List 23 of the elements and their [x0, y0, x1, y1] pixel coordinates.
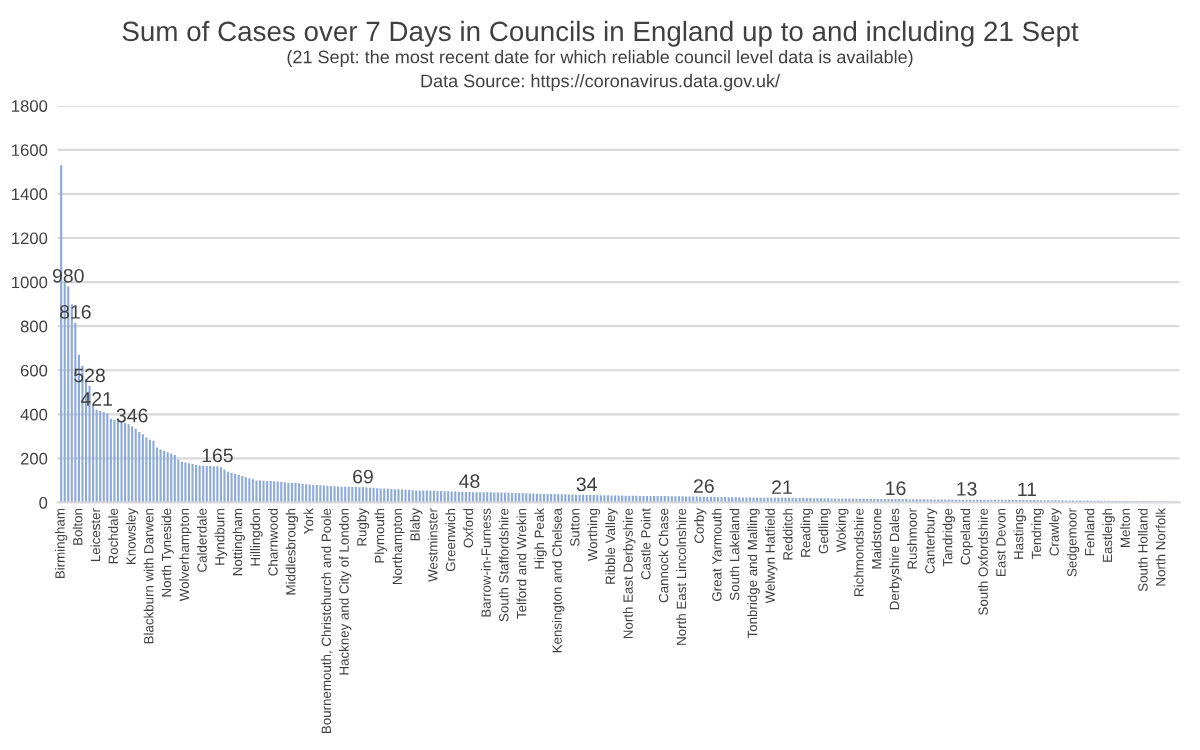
- y-tick-label: 200: [20, 452, 48, 465]
- data-label: 48: [459, 474, 480, 489]
- data-label: 34: [576, 477, 597, 492]
- data-label: 346: [116, 408, 148, 423]
- data-label: 69: [353, 469, 373, 484]
- y-tick-label: 1800: [12, 100, 48, 112]
- data-label: 165: [202, 448, 233, 463]
- source-note: Data Source: https://coronavirus.data.gov.uk/: [421, 74, 780, 91]
- data-label: 26: [693, 479, 714, 493]
- y-tick-label: 1200: [12, 232, 48, 245]
- y-tick-label: 1600: [12, 144, 48, 157]
- y-tick-label: 0: [39, 496, 48, 509]
- y-tick-label: 1400: [12, 188, 48, 201]
- data-label: 11: [1018, 482, 1037, 497]
- chart-subtitle: (21 Sept: the most recent date for which reliable council level data is available): [287, 50, 913, 67]
- y-tick-label: 600: [20, 364, 48, 377]
- data-label: 21: [772, 480, 792, 494]
- y-tick-label: 1000: [12, 276, 48, 289]
- data-label: 16: [886, 481, 906, 496]
- data-label: 13: [957, 482, 977, 496]
- y-tick-label: 400: [20, 408, 48, 421]
- chart-title: Sum of Cases over 7 Days in Councils in England up to and including 21 Sept: [122, 20, 1079, 47]
- y-tick-label: 800: [20, 320, 48, 333]
